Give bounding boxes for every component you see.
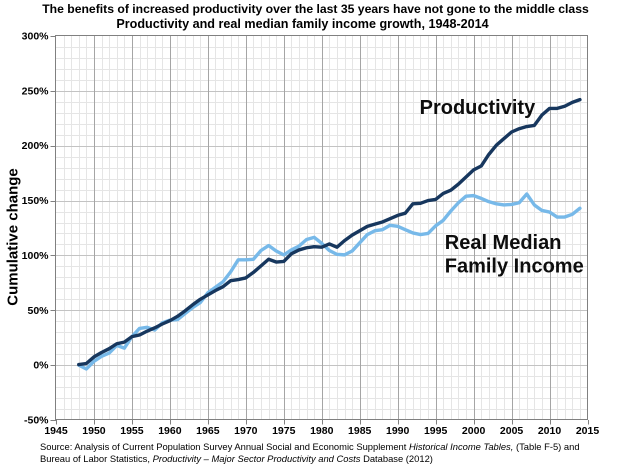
y-tick-label: 150%: [22, 195, 50, 207]
x-tick-label: 2005: [500, 425, 524, 437]
x-tick-label: 1960: [158, 425, 182, 437]
y-tick-label: 250%: [22, 85, 50, 97]
source-note-line1: Source: Analysis of Current Population S…: [40, 440, 580, 453]
chart-title: The benefits of increased productivity o…: [42, 2, 589, 16]
x-tick-label: 1970: [234, 425, 258, 437]
y-tick-label: 100%: [22, 250, 50, 262]
axis-ticks: [50, 36, 589, 425]
source-text-segment: (Table F-5) and: [513, 440, 580, 452]
y-tick-label: 50%: [27, 305, 49, 317]
x-tick-label: 2010: [538, 425, 562, 437]
x-tick-label: 1955: [120, 425, 144, 437]
x-tick-label: 1990: [386, 425, 410, 437]
income-label: Family Income: [445, 255, 584, 277]
source-italic-segment: Productivity – Major Sector Productivity…: [152, 452, 361, 464]
x-tick-label: 1945: [44, 425, 68, 437]
x-tick-label: 2000: [462, 425, 486, 437]
income-label: Real Median: [445, 232, 562, 254]
x-tick-label: 1975: [272, 425, 296, 437]
productivity-label: Productivity: [420, 97, 536, 119]
x-tick-label: 1985: [348, 425, 372, 437]
grid-major-h-lines: [56, 91, 588, 366]
y-tick-label: 300%: [22, 31, 50, 43]
source-text-segment: Source: Analysis of Current Population S…: [40, 440, 409, 452]
source-italic-segment: Historical Income Tables,: [408, 440, 514, 452]
grid-major-v-lines: [94, 36, 551, 420]
y-axis-title: Cumulative change: [5, 168, 22, 306]
y-tick-label: -50%: [24, 415, 49, 427]
y-tick-label: 0%: [33, 360, 49, 372]
grid-minor-lines: [56, 36, 588, 420]
source-text-segment: Bureau of Labor Statistics,: [40, 452, 153, 464]
x-tick-label: 2015: [576, 425, 600, 437]
x-tick-label: 1950: [82, 425, 106, 437]
x-tick-label: 1995: [424, 425, 448, 437]
x-tick-label: 1980: [310, 425, 334, 437]
x-tick-label: 1965: [196, 425, 220, 437]
plot-border: [55, 35, 588, 420]
y-tick-label: 200%: [22, 140, 50, 152]
source-text-segment: Database (2012): [360, 452, 433, 464]
chart-subtitle: Productivity and real median family inco…: [116, 16, 489, 31]
source-note-line2: Bureau of Labor Statistics, Productivity…: [40, 452, 433, 465]
productivity-line: [77, 97, 582, 367]
